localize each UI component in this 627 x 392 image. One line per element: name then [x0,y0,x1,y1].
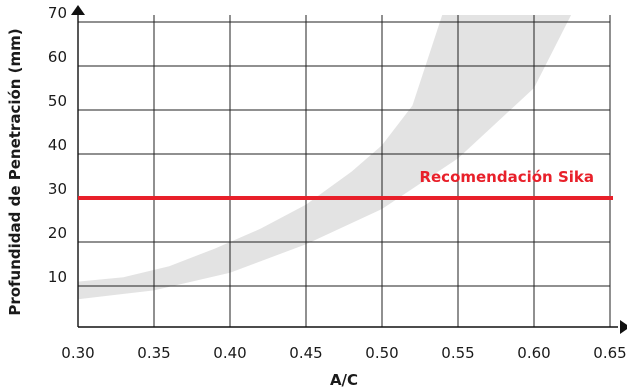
band-layer [78,15,572,300]
x-tick-label: 0.60 [517,344,550,362]
x-tick-label: 0.65 [593,344,626,362]
y-tick-label: 60 [48,48,67,66]
x-tick-label: 0.50 [365,344,398,362]
x-tick-label: 0.40 [213,344,246,362]
x-axis-title: A/C [330,371,358,389]
y-tick-label: 20 [48,224,67,242]
y-tick-label: 70 [48,4,67,22]
x-tick-label: 0.55 [441,344,474,362]
penetration-band [78,15,572,300]
axis-layer: 0.30 0.35 0.40 0.45 0.50 0.55 0.60 0.65 10 20 30 40… [48,4,627,362]
y-axis-arrow [71,5,85,15]
y-tick-label: 10 [48,268,67,286]
y-tick-label: 40 [48,136,67,154]
x-axis-arrow [620,320,627,334]
y-axis-title: Profundidad de Penetración (mm) [6,28,24,315]
x-tick-label: 0.35 [137,344,170,362]
reference-line-label: Recomendación Sika [419,168,594,186]
x-tick-label: 0.45 [289,344,322,362]
x-tick-label: 0.30 [61,344,94,362]
y-tick-label: 50 [48,92,67,110]
y-tick-label: 30 [48,180,67,198]
